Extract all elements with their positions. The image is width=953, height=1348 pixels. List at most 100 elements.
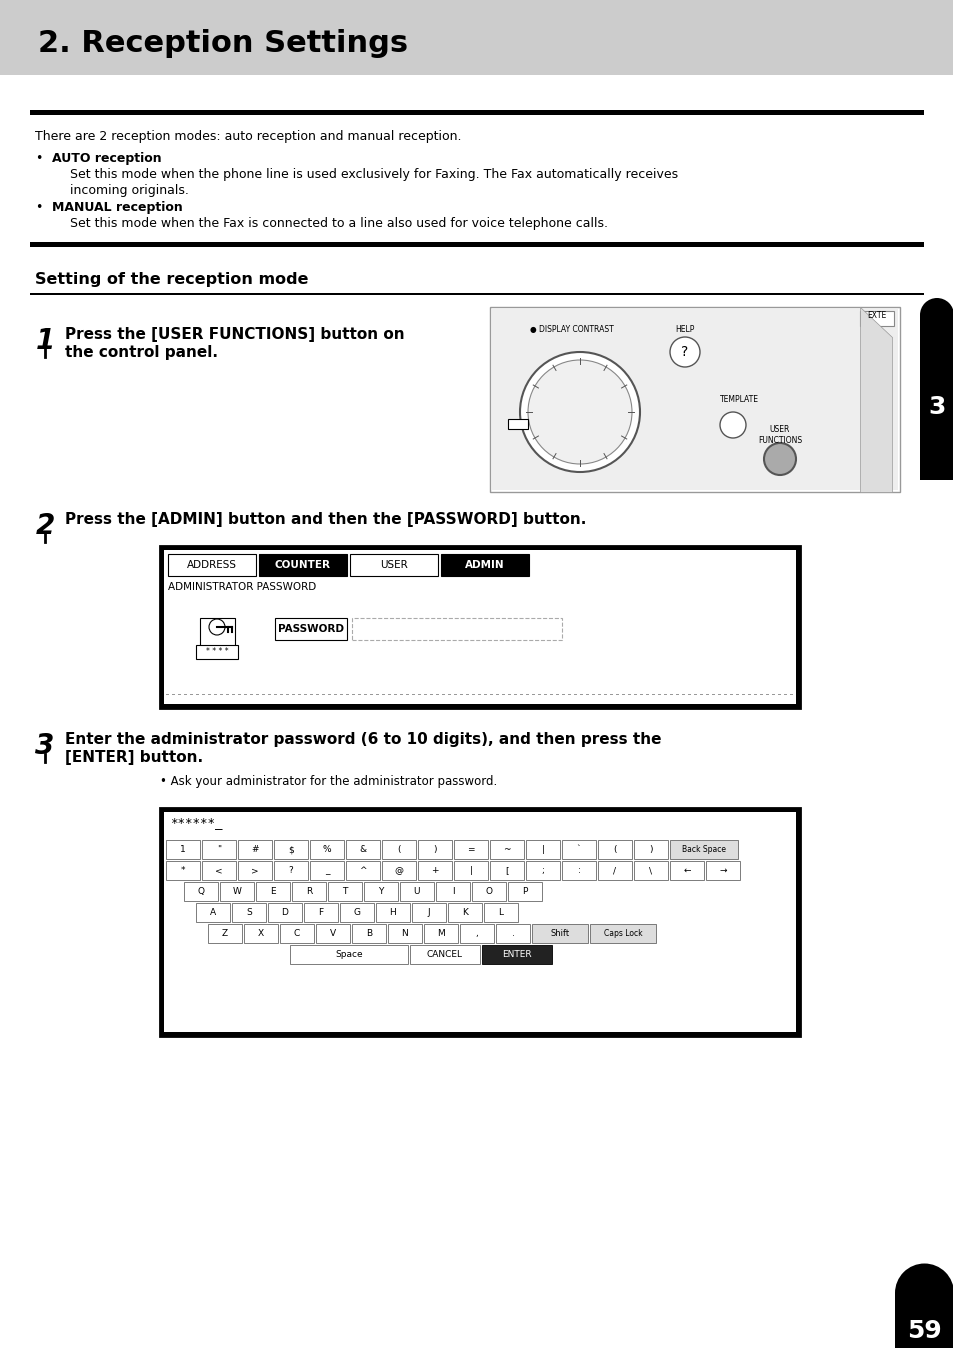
Text: =: = bbox=[467, 845, 475, 855]
Bar bbox=[304, 903, 337, 922]
Bar bbox=[399, 882, 434, 900]
Text: Shift: Shift bbox=[550, 929, 569, 938]
Bar bbox=[30, 243, 923, 247]
Text: /: / bbox=[613, 865, 616, 875]
Bar bbox=[346, 840, 379, 859]
Text: →: → bbox=[719, 865, 726, 875]
Bar bbox=[472, 882, 505, 900]
Text: USER
FUNCTIONS: USER FUNCTIONS bbox=[757, 425, 801, 445]
Text: ): ) bbox=[649, 845, 652, 855]
Bar bbox=[364, 882, 397, 900]
Text: COUNTER: COUNTER bbox=[274, 559, 331, 570]
Text: 2: 2 bbox=[35, 512, 54, 541]
Bar bbox=[160, 546, 800, 708]
Circle shape bbox=[763, 443, 795, 474]
Bar bbox=[410, 945, 479, 964]
Text: C: C bbox=[294, 929, 300, 938]
Text: EXTE: EXTE bbox=[866, 311, 885, 319]
Bar bbox=[381, 861, 416, 880]
Text: Press the [USER FUNCTIONS] button on: Press the [USER FUNCTIONS] button on bbox=[65, 328, 404, 342]
Bar bbox=[525, 861, 559, 880]
Text: Q: Q bbox=[197, 887, 204, 896]
Text: ;: ; bbox=[541, 865, 544, 875]
Text: Press the [ADMIN] button and then the [PASSWORD] button.: Press the [ADMIN] button and then the [P… bbox=[65, 512, 586, 527]
Text: #: # bbox=[251, 845, 258, 855]
Bar bbox=[195, 644, 237, 659]
Bar bbox=[507, 419, 527, 429]
Text: P: P bbox=[521, 887, 527, 896]
Bar bbox=[598, 861, 631, 880]
Text: *: * bbox=[180, 865, 185, 875]
Bar bbox=[339, 903, 374, 922]
Text: 59: 59 bbox=[906, 1318, 941, 1343]
Bar bbox=[525, 840, 559, 859]
Bar bbox=[598, 840, 631, 859]
Text: G: G bbox=[354, 909, 360, 917]
Text: 3: 3 bbox=[35, 732, 54, 760]
Bar bbox=[232, 903, 266, 922]
Text: 1: 1 bbox=[180, 845, 186, 855]
Circle shape bbox=[209, 619, 225, 635]
Bar bbox=[350, 554, 437, 576]
Bar bbox=[634, 861, 667, 880]
Bar bbox=[417, 840, 452, 859]
Text: ,: , bbox=[476, 929, 477, 938]
Bar bbox=[166, 861, 200, 880]
Bar bbox=[423, 923, 457, 944]
Bar bbox=[200, 617, 234, 646]
Text: <: < bbox=[215, 865, 223, 875]
Bar bbox=[164, 811, 795, 1033]
Circle shape bbox=[720, 412, 745, 438]
Bar bbox=[164, 550, 795, 704]
Text: R: R bbox=[306, 887, 312, 896]
Bar bbox=[255, 882, 290, 900]
Text: ADMINISTRATOR PASSWORD: ADMINISTRATOR PASSWORD bbox=[168, 582, 315, 592]
Text: A: A bbox=[210, 909, 215, 917]
Bar bbox=[352, 923, 386, 944]
Text: H: H bbox=[389, 909, 395, 917]
Text: Y: Y bbox=[378, 887, 383, 896]
Polygon shape bbox=[859, 307, 891, 492]
Text: • Ask your administrator for the administrator password.: • Ask your administrator for the adminis… bbox=[160, 775, 497, 789]
Bar bbox=[483, 903, 517, 922]
Bar bbox=[381, 840, 416, 859]
Bar bbox=[417, 861, 452, 880]
Bar bbox=[490, 861, 523, 880]
Text: ←: ← bbox=[682, 865, 690, 875]
Bar bbox=[561, 861, 596, 880]
Bar bbox=[310, 861, 344, 880]
Text: B: B bbox=[366, 929, 372, 938]
Bar bbox=[30, 111, 923, 115]
Text: O: O bbox=[485, 887, 492, 896]
Text: \: \ bbox=[649, 865, 652, 875]
Bar bbox=[274, 861, 308, 880]
Text: (: ( bbox=[613, 845, 616, 855]
Text: +: + bbox=[431, 865, 438, 875]
Text: M: M bbox=[436, 929, 444, 938]
Text: |: | bbox=[469, 865, 472, 875]
Bar bbox=[258, 554, 347, 576]
Text: [ENTER] button.: [ENTER] button. bbox=[65, 749, 203, 766]
Text: ADMIN: ADMIN bbox=[465, 559, 504, 570]
Bar bbox=[634, 840, 667, 859]
Bar bbox=[705, 861, 740, 880]
Text: |: | bbox=[541, 845, 544, 855]
Text: Caps Lock: Caps Lock bbox=[603, 929, 641, 938]
Bar bbox=[315, 923, 350, 944]
Text: L: L bbox=[498, 909, 503, 917]
Bar bbox=[436, 882, 470, 900]
Text: CANCEL: CANCEL bbox=[427, 950, 462, 958]
Text: Setting of the reception mode: Setting of the reception mode bbox=[35, 272, 308, 287]
Bar bbox=[290, 945, 408, 964]
Circle shape bbox=[894, 1263, 953, 1322]
Text: $: $ bbox=[288, 845, 294, 855]
Bar bbox=[160, 807, 800, 1037]
Bar bbox=[237, 840, 272, 859]
Text: ": " bbox=[216, 845, 221, 855]
Text: V: V bbox=[330, 929, 335, 938]
Text: &: & bbox=[359, 845, 366, 855]
Bar bbox=[490, 307, 899, 492]
Bar bbox=[30, 293, 923, 294]
Text: N: N bbox=[401, 929, 408, 938]
Text: S: S bbox=[246, 909, 252, 917]
